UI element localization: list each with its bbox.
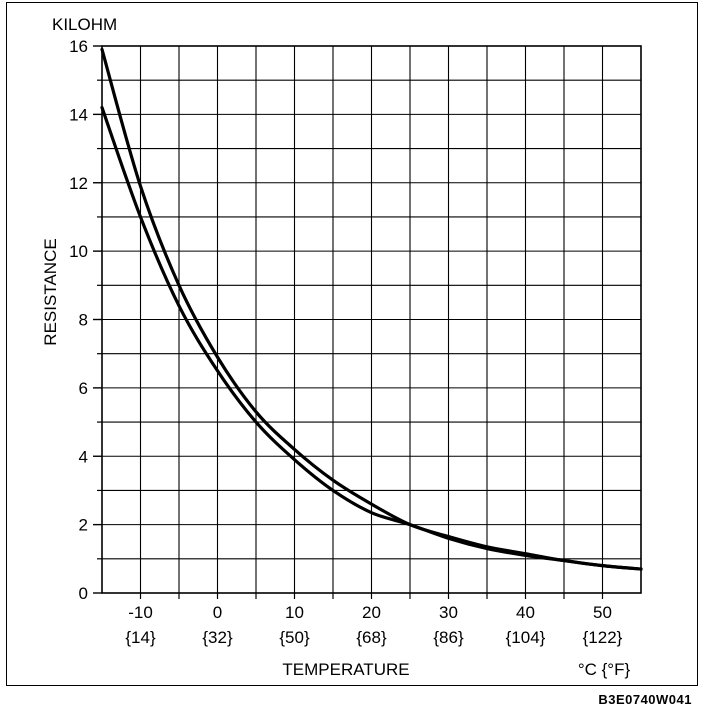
x-tick-label-celsius: 50 [593, 603, 612, 622]
y-tick-label: 0 [79, 584, 88, 603]
x-tick-label-fahrenheit: {14} [125, 628, 156, 647]
data-point [524, 554, 527, 557]
y-tick-label: 2 [79, 516, 88, 535]
data-point [178, 305, 180, 307]
data-point [178, 284, 180, 287]
y-tick-label: 4 [79, 447, 88, 466]
x-tick-label-celsius: 30 [439, 603, 458, 622]
data-point [255, 411, 257, 413]
x-axis-label: TEMPERATURE [282, 660, 409, 679]
x-tick-label-celsius: 40 [516, 603, 535, 622]
x-tick-label-fahrenheit: {86} [433, 628, 464, 647]
x-tick-label-celsius: 10 [285, 603, 304, 622]
curves [100, 47, 643, 571]
x-tick-label-celsius: 20 [362, 603, 381, 622]
data-point [486, 547, 488, 550]
y-tick-label: 12 [69, 174, 88, 193]
x-tick-label-fahrenheit: {32} [202, 628, 233, 647]
y-tick-label: 6 [79, 379, 88, 398]
x-tick-label-fahrenheit: {104} [506, 628, 546, 647]
data-point [370, 511, 373, 514]
x-tick-label-celsius: -10 [128, 603, 153, 622]
data-point [293, 458, 296, 461]
x-tick-label-fahrenheit: {122} [583, 628, 623, 647]
data-point [139, 185, 142, 187]
data-point [216, 369, 219, 372]
y-axis-ticks: 0 2 4 6 8 10 12 14 16 [69, 37, 102, 603]
data-point [370, 503, 373, 505]
y-tick-label: 14 [69, 105, 88, 124]
x-unit-label: °C {°F} [578, 660, 631, 679]
figure-border [6, 2, 698, 686]
data-point [601, 564, 604, 567]
x-tick-label-celsius: 0 [213, 603, 222, 622]
data-point [332, 479, 334, 481]
data-point [563, 559, 565, 562]
x-axis-ticks: -10 {14} 0 {32} 10 {50} 20 {68} 30 {86} 40 {104} 50 {… [125, 593, 623, 647]
y-tick-label: 10 [69, 242, 88, 261]
data-point [447, 537, 450, 540]
x-tick-label-fahrenheit: {50} [279, 628, 310, 647]
x-tick-label-fahrenheit: {68} [356, 628, 387, 647]
data-point [216, 356, 219, 358]
figure-code: B3E0740W041 [598, 692, 692, 707]
data-point [409, 523, 411, 526]
data-point [255, 421, 257, 423]
data-point [139, 216, 142, 218]
grid [102, 46, 641, 593]
y-tick-label: 8 [79, 311, 88, 330]
y-tick-label: 16 [69, 37, 88, 56]
y-unit-label: KILOHM [52, 15, 117, 34]
y-axis-label: RESISTANCE [41, 238, 60, 345]
data-point [293, 448, 296, 451]
data-point [332, 489, 334, 492]
